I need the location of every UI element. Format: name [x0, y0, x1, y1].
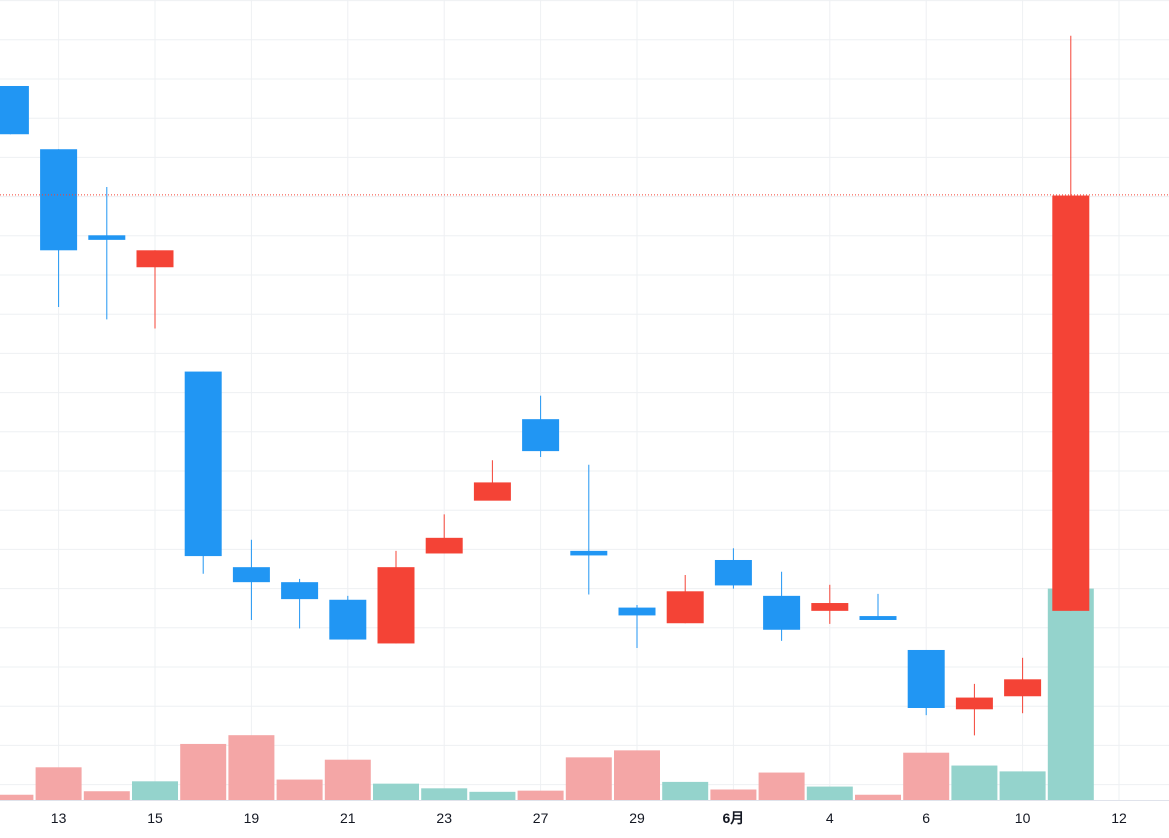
candle-body: [40, 149, 78, 251]
candle-body: [570, 550, 608, 556]
time-axis-tick-label: 6: [922, 810, 930, 826]
time-axis-tick-label: 21: [340, 810, 356, 826]
candle-body: [666, 591, 704, 624]
volume-bar: [999, 771, 1046, 800]
candle-body: [232, 567, 270, 583]
candle-body: [618, 607, 656, 616]
volume-bar: [855, 794, 901, 800]
volume-bar: [373, 783, 419, 800]
candle-body: [955, 697, 993, 710]
volume-bar: [951, 765, 998, 800]
volume-bar: [710, 789, 757, 800]
time-axis-tick-label: 27: [533, 810, 549, 826]
candle-body: [377, 567, 415, 644]
time-axis-tick-label: 12: [1111, 810, 1127, 826]
candle-body: [1052, 195, 1090, 611]
candle-layer: [0, 35, 1090, 736]
time-axis-tick-label: 29: [629, 810, 645, 826]
volume-bar: [83, 791, 130, 800]
time-axis[interactable]: 13 15 19 21 23 27 29 6月 4 6 10 12: [0, 800, 1169, 827]
volume-bar: [806, 786, 853, 800]
time-axis-tick-label: 6月: [723, 810, 745, 826]
grid-layer: [0, 0, 1169, 800]
volume-bar: [276, 779, 323, 800]
candle-body: [136, 250, 174, 268]
candle-body: [0, 85, 29, 135]
volume-bar: [758, 772, 805, 800]
candle-body: [811, 603, 849, 611]
candle-body: [522, 419, 560, 452]
volume-bar: [180, 743, 227, 800]
volume-bar: [903, 752, 950, 800]
volume-bar: [614, 750, 660, 800]
volume-bar: [0, 794, 34, 800]
candle-body: [329, 599, 367, 640]
time-axis-tick-label: 4: [826, 810, 834, 826]
candle-body: [281, 582, 319, 600]
time-axis-tick-label: 23: [436, 810, 452, 826]
time-axis-tick-label: 19: [244, 810, 260, 826]
candle-body: [714, 559, 752, 586]
candle-body: [1004, 679, 1042, 697]
volume-layer: [0, 588, 1094, 800]
volume-bar: [1047, 588, 1094, 800]
volume-bar: [421, 788, 468, 800]
time-axis-tick-label: 13: [51, 810, 67, 826]
volume-bar: [228, 735, 275, 800]
time-axis-tick-label: 15: [147, 810, 163, 826]
candle-body: [907, 649, 945, 708]
volume-bar: [132, 781, 178, 800]
time-axis-tick-label: 10: [1015, 810, 1031, 826]
volume-bar: [469, 791, 516, 800]
volume-bar: [662, 781, 709, 800]
candle-body: [425, 537, 463, 554]
volume-bar: [517, 790, 564, 800]
candle-body: [184, 371, 222, 557]
candle-body: [763, 595, 801, 630]
volume-bar: [324, 759, 371, 800]
volume-bar: [35, 767, 82, 800]
candle-body: [88, 235, 126, 240]
volume-bar: [565, 757, 612, 800]
candle-body: [859, 616, 897, 620]
candle-body: [473, 482, 511, 501]
